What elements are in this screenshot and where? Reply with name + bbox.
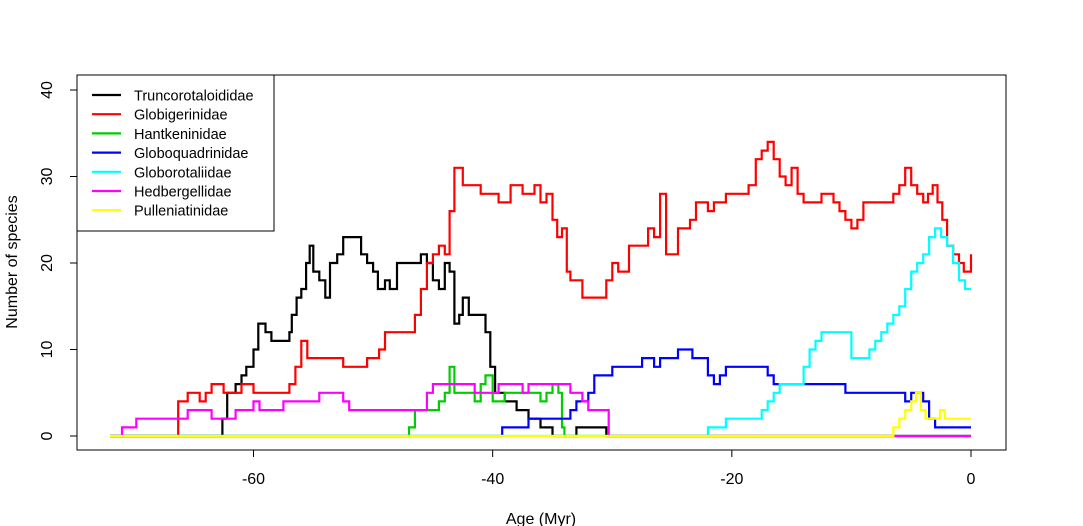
series-line-1 [110, 140, 973, 438]
series-line-3 [110, 348, 971, 438]
y-tick-label: 10 [39, 341, 56, 359]
series-line-6 [110, 391, 971, 438]
y-axis: 0 10 20 30 40 [39, 81, 78, 440]
series-line-5 [110, 383, 971, 438]
legend-label: Globoquadrinidae [134, 146, 248, 162]
legend-label: Hedbergellidae [134, 185, 232, 201]
legend-label: Globorotaliidae [134, 165, 232, 181]
legend-label: Pulleniatinidae [134, 204, 228, 220]
legend-label: Truncorotaloididae [134, 89, 254, 105]
y-axis-label: Number of species [4, 195, 21, 328]
series-line-4 [110, 227, 971, 438]
x-axis-label: Age (Myr) [506, 511, 576, 526]
legend: Truncorotaloididae Globigerinidae Hantkeni… [76, 74, 275, 232]
legend-label: Hantkeninidae [134, 127, 227, 143]
x-tick-label: -60 [242, 471, 265, 488]
x-tick-label: 0 [967, 471, 976, 488]
x-tick-label: -20 [720, 471, 743, 488]
x-axis: -60 -40 -20 0 [242, 449, 976, 488]
y-tick-label: 40 [39, 81, 56, 99]
y-tick-label: 30 [39, 168, 56, 186]
x-tick-label: -40 [481, 471, 504, 488]
series-lines [110, 140, 973, 438]
y-tick-label: 20 [39, 254, 56, 272]
series-line-0 [110, 236, 971, 438]
legend-label: Globigerinidae [134, 108, 228, 124]
y-tick-label: 0 [39, 431, 56, 440]
